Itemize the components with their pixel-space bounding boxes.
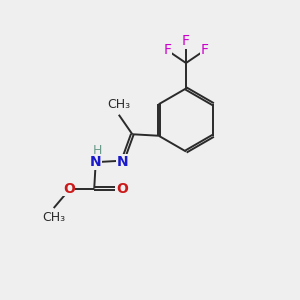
Text: CH₃: CH₃ [42, 211, 65, 224]
Text: F: F [201, 44, 208, 57]
Text: N: N [117, 155, 128, 169]
Text: O: O [63, 182, 75, 196]
Text: N: N [90, 155, 101, 169]
Text: F: F [164, 44, 171, 57]
Text: H: H [92, 144, 102, 157]
Text: O: O [116, 182, 128, 196]
Text: F: F [182, 34, 190, 48]
Text: CH₃: CH₃ [107, 98, 130, 111]
